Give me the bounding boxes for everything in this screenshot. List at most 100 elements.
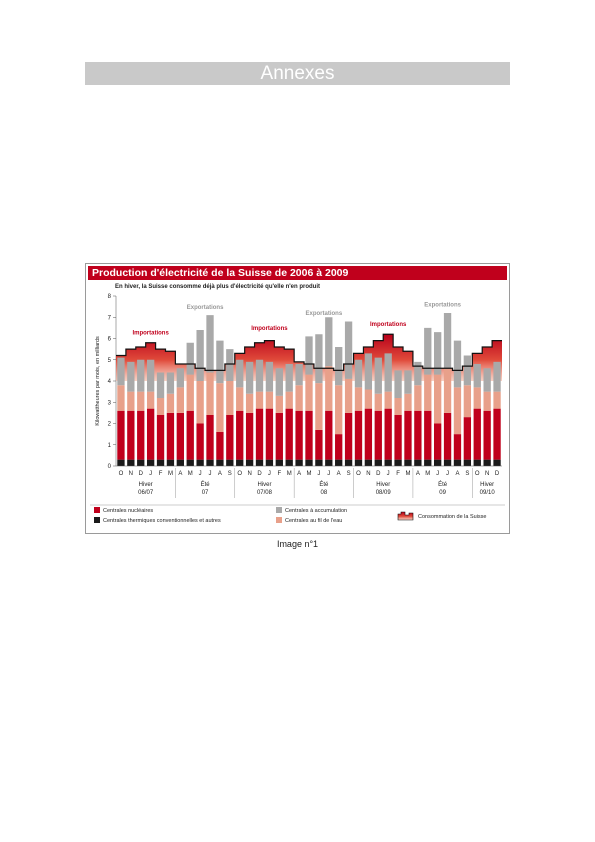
x-tick-label: S [347, 471, 351, 477]
y-tick-label: 1 [108, 443, 112, 449]
bar-segment-0 [236, 459, 244, 467]
bar-segment-3 [186, 342, 194, 375]
x-tick-label: J [436, 471, 439, 477]
bar-segment-1 [434, 423, 442, 460]
bar-segment-0 [394, 459, 402, 467]
bar-segment-2 [186, 374, 194, 411]
period-sublabel: 09 [439, 490, 446, 496]
bar-segment-3 [394, 370, 402, 399]
bar-segment-1 [463, 417, 472, 460]
bar-segment-0 [196, 459, 204, 467]
bar-segment-3 [117, 357, 125, 386]
x-tick-label: M [168, 471, 173, 477]
bar-segment-1 [493, 408, 501, 460]
bar-segment-3 [156, 372, 165, 398]
bar-segment-2 [156, 398, 165, 415]
bar-segment-0 [404, 459, 412, 467]
bar-segment-1 [137, 410, 145, 460]
bar-segment-1 [146, 408, 155, 460]
annotation-label: Importations [132, 330, 169, 336]
period-sublabel: 09/10 [480, 490, 496, 496]
x-tick-label: M [425, 471, 430, 477]
bar-segment-2 [305, 374, 313, 411]
bar-segment-1 [245, 412, 254, 460]
period-label: Été [201, 481, 211, 488]
bar-segment-3 [414, 361, 422, 386]
bar-segment-1 [443, 412, 452, 460]
bar-segment-2 [434, 374, 442, 424]
bar-segment-1 [166, 412, 175, 460]
bar-segment-2 [196, 381, 204, 424]
bar-segment-2 [335, 385, 343, 435]
bar-segment-1 [216, 432, 224, 460]
bar-segment-2 [117, 385, 125, 411]
bar-segment-3 [335, 347, 343, 386]
bar-segment-2 [453, 387, 462, 435]
x-tick-label: J [199, 471, 202, 477]
y-tick-label: 2 [108, 422, 112, 428]
bar-segment-2 [127, 391, 135, 411]
period-sublabel: 07/08 [257, 490, 273, 496]
bar-segment-1 [127, 410, 135, 460]
bar-segment-2 [236, 387, 244, 411]
legend-swatch [94, 507, 100, 513]
legend-consumption-swatch [397, 511, 414, 521]
bar-segment-3 [255, 359, 264, 392]
bar-segment-0 [285, 459, 293, 467]
y-tick-label: 0 [108, 464, 112, 470]
bar-segment-2 [394, 398, 402, 415]
bar-segment-0 [473, 459, 481, 467]
x-tick-label: A [178, 471, 182, 477]
bar-segment-1 [424, 410, 432, 460]
bar-segment-0 [137, 459, 145, 467]
annotation-label: Exportations [424, 303, 461, 309]
bar-segment-2 [176, 387, 184, 413]
annotation-label: Importations [370, 322, 407, 328]
x-tick-label: N [247, 471, 251, 477]
period-sublabel: 08/09 [376, 490, 392, 496]
bar-segment-3 [236, 359, 244, 388]
annotation-label: Exportations [187, 305, 224, 311]
y-tick-label: 7 [108, 315, 112, 321]
x-tick-label: J [446, 471, 449, 477]
bar-segment-2 [424, 374, 432, 411]
legend-swatch [276, 507, 282, 513]
bar-segment-3 [196, 330, 204, 381]
bar-segment-3 [453, 340, 462, 388]
bar-segment-0 [315, 459, 323, 467]
x-tick-label: D [257, 471, 262, 477]
bar-segment-3 [463, 355, 472, 386]
bar-segment-3 [176, 368, 184, 388]
bar-segment-2 [216, 383, 224, 433]
bar-segment-0 [226, 459, 234, 467]
bar-segment-1 [473, 408, 481, 460]
bar-segment-1 [206, 415, 214, 460]
bar-segment-2 [344, 378, 353, 413]
x-tick-label: D [495, 471, 500, 477]
bar-segment-0 [295, 459, 303, 467]
chart-subtitle: En hiver, la Suisse consomme déjà plus d… [115, 284, 321, 290]
legend-label: Centrales à accumulation [285, 508, 347, 514]
bar-segment-3 [404, 370, 412, 394]
bar-segment-3 [285, 364, 293, 392]
period-sublabel: 06/07 [138, 490, 154, 496]
period-label: Hiver [139, 482, 153, 488]
bar-segment-3 [265, 361, 274, 392]
period-label: Hiver [376, 482, 390, 488]
bar-segment-2 [285, 391, 293, 409]
x-tick-label: J [387, 471, 390, 477]
bar-segment-3 [424, 327, 432, 375]
bar-segment-3 [127, 361, 135, 392]
bar-segment-1 [315, 429, 323, 460]
bar-segment-0 [156, 459, 165, 467]
x-tick-label: A [455, 471, 459, 477]
banner-title: Annexes [85, 62, 510, 85]
bar-segment-0 [245, 459, 254, 467]
period-sublabel: 07 [202, 490, 209, 496]
x-tick-label: M [405, 471, 410, 477]
bar-segment-0 [176, 459, 184, 467]
x-tick-label: M [188, 471, 193, 477]
bar-segment-0 [275, 459, 283, 467]
bar-segment-1 [295, 410, 303, 460]
bar-segment-2 [166, 393, 175, 413]
